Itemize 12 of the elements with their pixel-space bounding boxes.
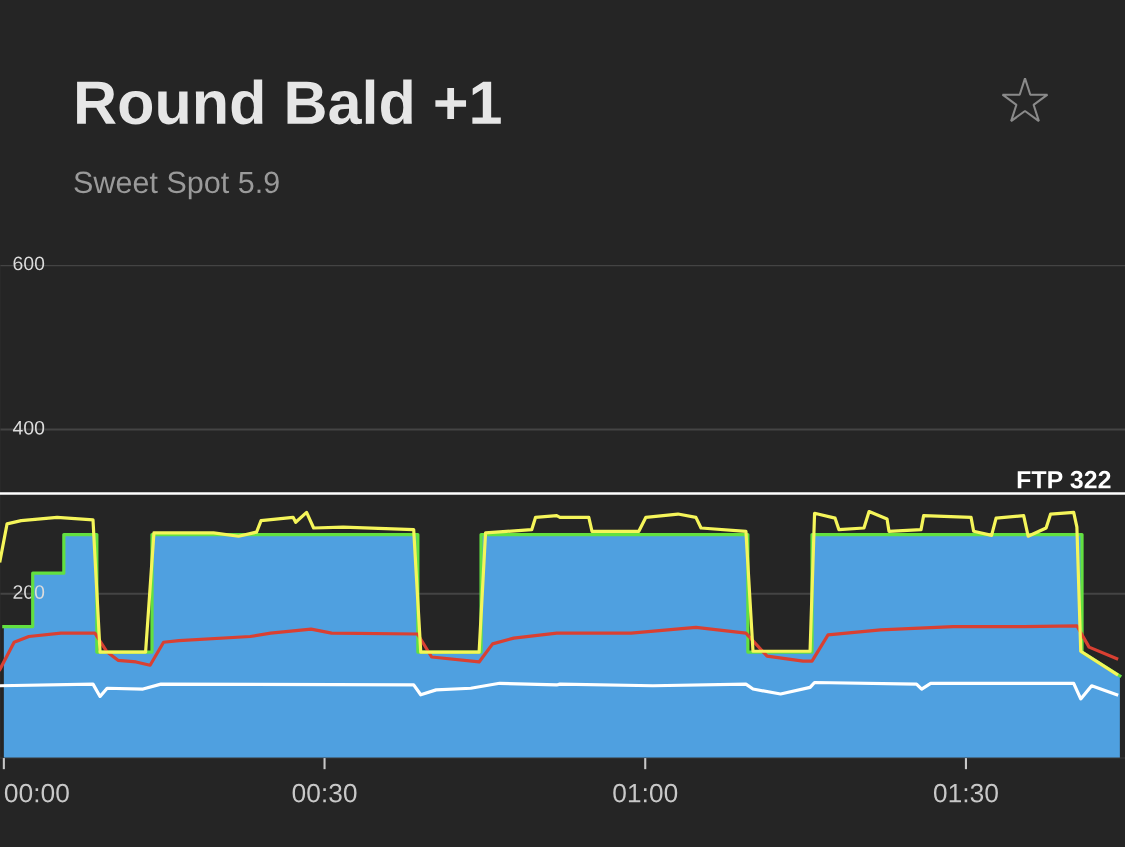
chart-title: Round Bald +1 [77, 79, 501, 125]
y-tick-label: 400 [12, 420, 45, 435]
x-tick-label: 01:30 [933, 783, 998, 803]
ref-line-label: FTP 322 [1017, 470, 1111, 489]
y-tick-label: 600 [13, 256, 45, 271]
line-series [0, 624, 1119, 671]
x-tick-label: 00:00 [4, 783, 69, 803]
line-series [0, 509, 1119, 676]
line-series [0, 680, 1119, 701]
chart-subtitle: Sweet Spot 5.9 [74, 171, 279, 200]
x-tick-label: 01:00 [613, 783, 678, 803]
x-tick-label: 00:30 [292, 783, 357, 803]
